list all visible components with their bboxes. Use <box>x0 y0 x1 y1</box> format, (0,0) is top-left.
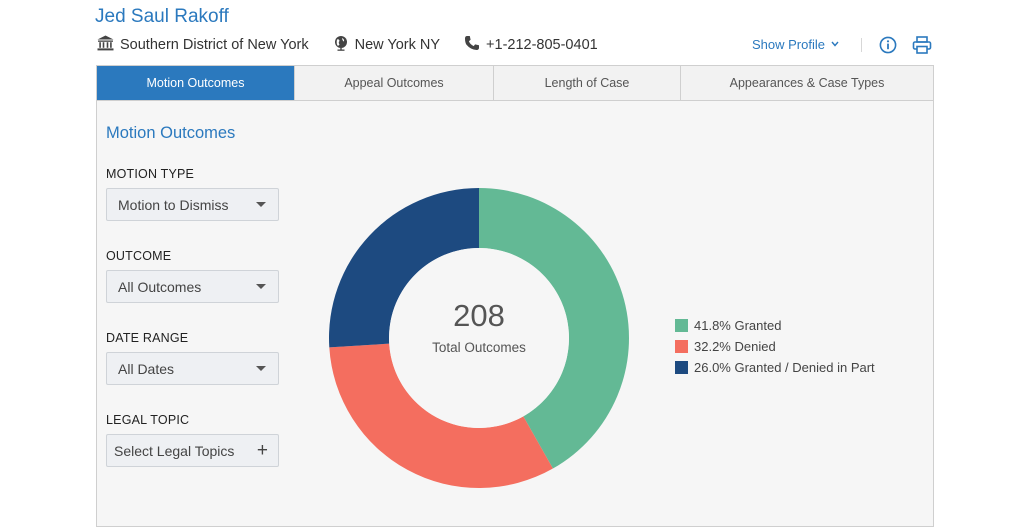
outcomes-panel: Motion Outcomes Appeal Outcomes Length o… <box>96 65 934 527</box>
tab-appearances-case-types[interactable]: Appearances & Case Types <box>681 66 933 100</box>
legend-label: 41.8% Granted <box>694 318 782 333</box>
show-profile-label: Show Profile <box>752 37 825 52</box>
phone-info: +1-212-805-0401 <box>464 35 598 55</box>
globe-icon <box>333 35 355 55</box>
caret-down-icon <box>256 284 266 289</box>
donut-slice-denied[interactable] <box>329 343 553 488</box>
motion-type-label: MOTION TYPE <box>106 167 195 181</box>
court-name: Southern District of New York <box>120 37 309 53</box>
legend-label: 26.0% Granted / Denied in Part <box>694 360 875 375</box>
legal-topic-label: LEGAL TOPIC <box>106 413 190 427</box>
courthouse-icon <box>97 35 120 55</box>
date-range-select[interactable]: All Dates <box>106 352 279 385</box>
judge-info-row: Southern District of New York New York N… <box>97 35 622 55</box>
tab-appeal-outcomes[interactable]: Appeal Outcomes <box>295 66 494 100</box>
total-outcomes-value: 208 <box>453 298 505 333</box>
outcomes-donut-chart <box>329 188 629 488</box>
show-profile-button[interactable]: Show Profile <box>752 37 839 52</box>
legal-topic-select[interactable]: Select Legal Topics + <box>106 434 279 467</box>
outcome-value: All Outcomes <box>118 278 202 295</box>
chevron-down-icon <box>831 39 839 50</box>
phone-icon <box>464 35 486 55</box>
legal-topic-placeholder: Select Legal Topics <box>114 442 235 459</box>
plus-icon: + <box>256 440 268 461</box>
phone-number: +1-212-805-0401 <box>486 37 598 53</box>
legend-swatch <box>675 361 688 374</box>
tab-motion-outcomes[interactable]: Motion Outcomes <box>97 66 295 100</box>
location-info: New York NY <box>333 35 440 55</box>
print-icon[interactable] <box>912 36 932 59</box>
caret-down-icon <box>256 366 266 371</box>
legend-item-granted-denied-in-part: 26.0% Granted / Denied in Part <box>675 357 875 378</box>
donut-hole <box>389 248 569 428</box>
donut-slice-granted[interactable] <box>479 188 629 469</box>
chart-legend: 41.8% Granted 32.2% Denied 26.0% Granted… <box>675 315 875 378</box>
court-info: Southern District of New York <box>97 35 309 55</box>
legend-swatch <box>675 319 688 332</box>
tab-length-of-case[interactable]: Length of Case <box>494 66 681 100</box>
legend-swatch <box>675 340 688 353</box>
total-outcomes-label: Total Outcomes <box>432 340 526 355</box>
info-icon[interactable] <box>879 36 897 59</box>
judge-name: Jed Saul Rakoff <box>95 6 229 27</box>
legend-label: 32.2% Denied <box>694 339 776 354</box>
section-title: Motion Outcomes <box>106 124 236 142</box>
outcome-select[interactable]: All Outcomes <box>106 270 279 303</box>
header-divider <box>861 38 862 52</box>
date-range-label: DATE RANGE <box>106 331 189 345</box>
donut-slice-granted-denied-in-part[interactable] <box>329 188 479 348</box>
legend-item-denied: 32.2% Denied <box>675 336 875 357</box>
outcome-label: OUTCOME <box>106 249 172 263</box>
location-text: New York NY <box>354 37 441 53</box>
date-range-value: All Dates <box>118 360 175 377</box>
legend-item-granted: 41.8% Granted <box>675 315 875 336</box>
tab-bar: Motion Outcomes Appeal Outcomes Length o… <box>97 66 933 101</box>
caret-down-icon <box>256 202 266 207</box>
motion-type-value: Motion to Dismiss <box>118 196 229 213</box>
motion-type-select[interactable]: Motion to Dismiss <box>106 188 279 221</box>
